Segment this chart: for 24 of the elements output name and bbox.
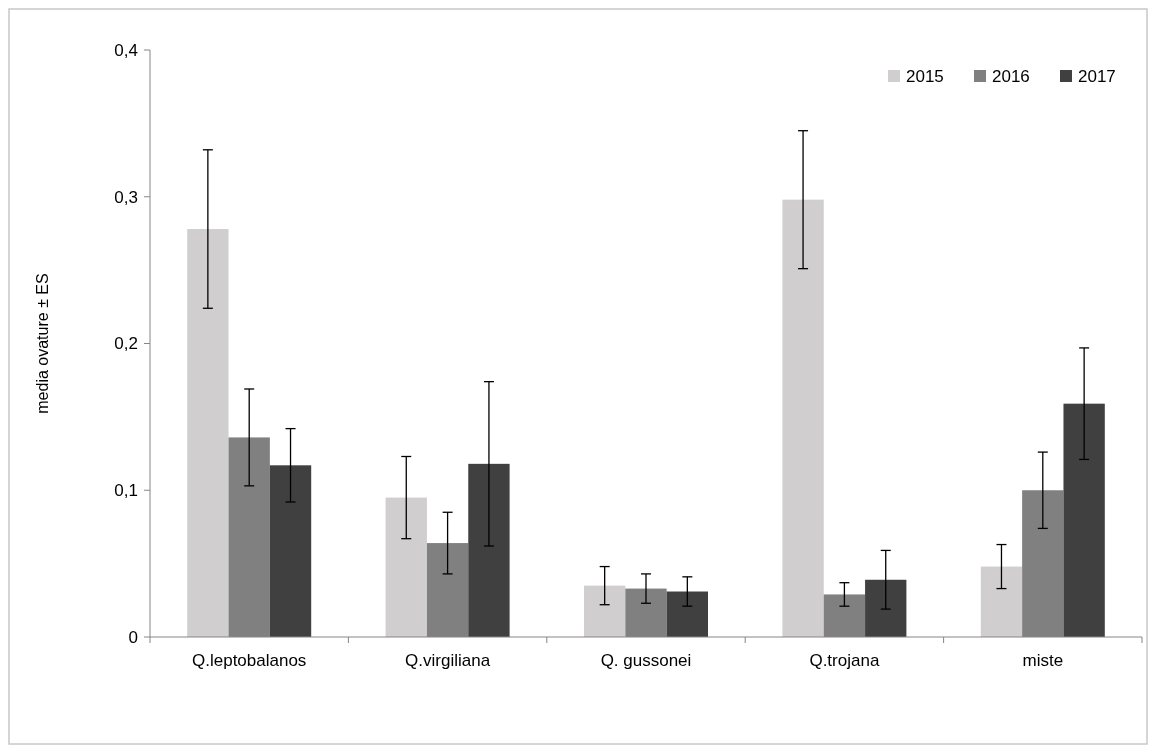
y-tick-label: 0,3 xyxy=(114,187,138,207)
bar xyxy=(468,463,510,637)
bar xyxy=(980,566,1023,637)
x-tick-label: Q.leptobalanos xyxy=(192,651,307,670)
x-tick-label: miste xyxy=(1022,651,1064,670)
y-tick-label: 0,1 xyxy=(114,481,138,501)
legend-label: 2015 xyxy=(906,66,944,86)
y-tick-label: 0,2 xyxy=(114,334,138,354)
bar xyxy=(584,585,626,637)
y-tick-label: 0 xyxy=(128,627,138,647)
bar xyxy=(865,579,907,637)
bar xyxy=(187,229,229,637)
x-tick-label: Q. gussonei xyxy=(600,651,692,670)
y-axis-title: media ovature ± ES xyxy=(34,273,51,414)
bar xyxy=(385,497,427,637)
legend-label: 2016 xyxy=(992,66,1030,86)
y-tick-label: 0,4 xyxy=(114,40,138,60)
bar xyxy=(1063,403,1105,637)
x-tick-label: Q.trojana xyxy=(809,651,880,670)
bar xyxy=(666,591,708,637)
bar xyxy=(269,465,312,637)
x-tick-label: Q.virgiliana xyxy=(405,651,491,670)
legend-label: 2017 xyxy=(1078,66,1116,86)
bar xyxy=(782,199,824,637)
